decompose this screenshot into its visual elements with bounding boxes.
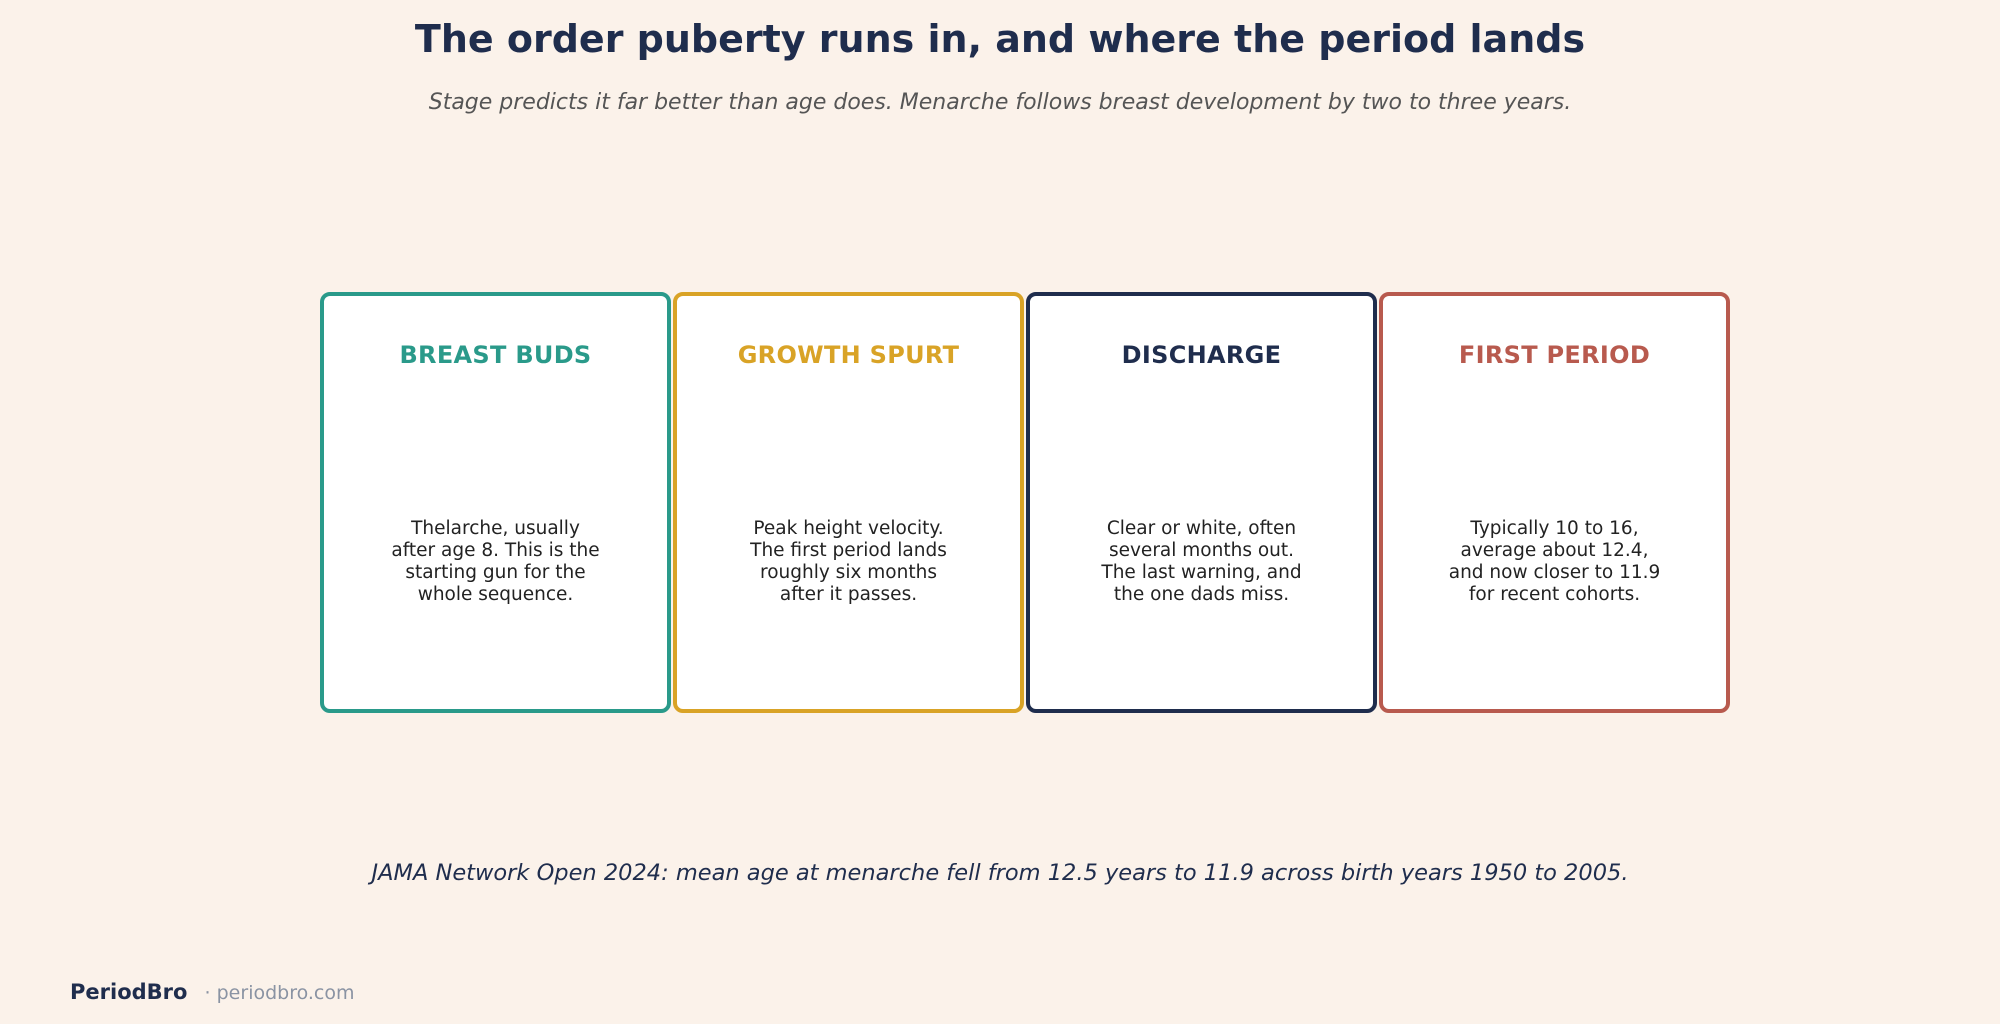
page-title: The order puberty runs in, and where the… xyxy=(414,17,1586,61)
stage-card-discharge: DISCHARGE Clear or white, often several … xyxy=(1026,292,1377,713)
stage-title: FIRST PERIOD xyxy=(1458,341,1651,369)
source-footnote: JAMA Network Open 2024: mean age at mena… xyxy=(371,860,1629,886)
stage-card-breast-buds: BREAST BUDS Thelarche, usually after age… xyxy=(320,292,671,713)
stage-description: Peak height velocity. The first period l… xyxy=(750,518,947,605)
stage-title: DISCHARGE xyxy=(1121,341,1282,369)
stage-card-first-period: FIRST PERIOD Typically 10 to 16, average… xyxy=(1379,292,1730,713)
stage-description: Clear or white, often several months out… xyxy=(1101,518,1302,605)
stage-title: GROWTH SPURT xyxy=(737,341,960,369)
stage-description: Thelarche, usually after age 8. This is … xyxy=(391,518,600,605)
brand-url: · periodbro.com xyxy=(204,982,355,1004)
page-subtitle: Stage predicts it far better than age do… xyxy=(428,90,1572,115)
brand-name: PeriodBro xyxy=(70,980,188,1004)
stage-card-growth-spurt: GROWTH SPURT Peak height velocity. The f… xyxy=(673,292,1024,713)
stage-title: BREAST BUDS xyxy=(399,341,592,369)
brand-footer: PeriodBro · periodbro.com xyxy=(70,977,355,1009)
stage-cards: BREAST BUDS Thelarche, usually after age… xyxy=(320,292,1730,713)
stage-description: Typically 10 to 16, average about 12.4, … xyxy=(1448,518,1661,605)
